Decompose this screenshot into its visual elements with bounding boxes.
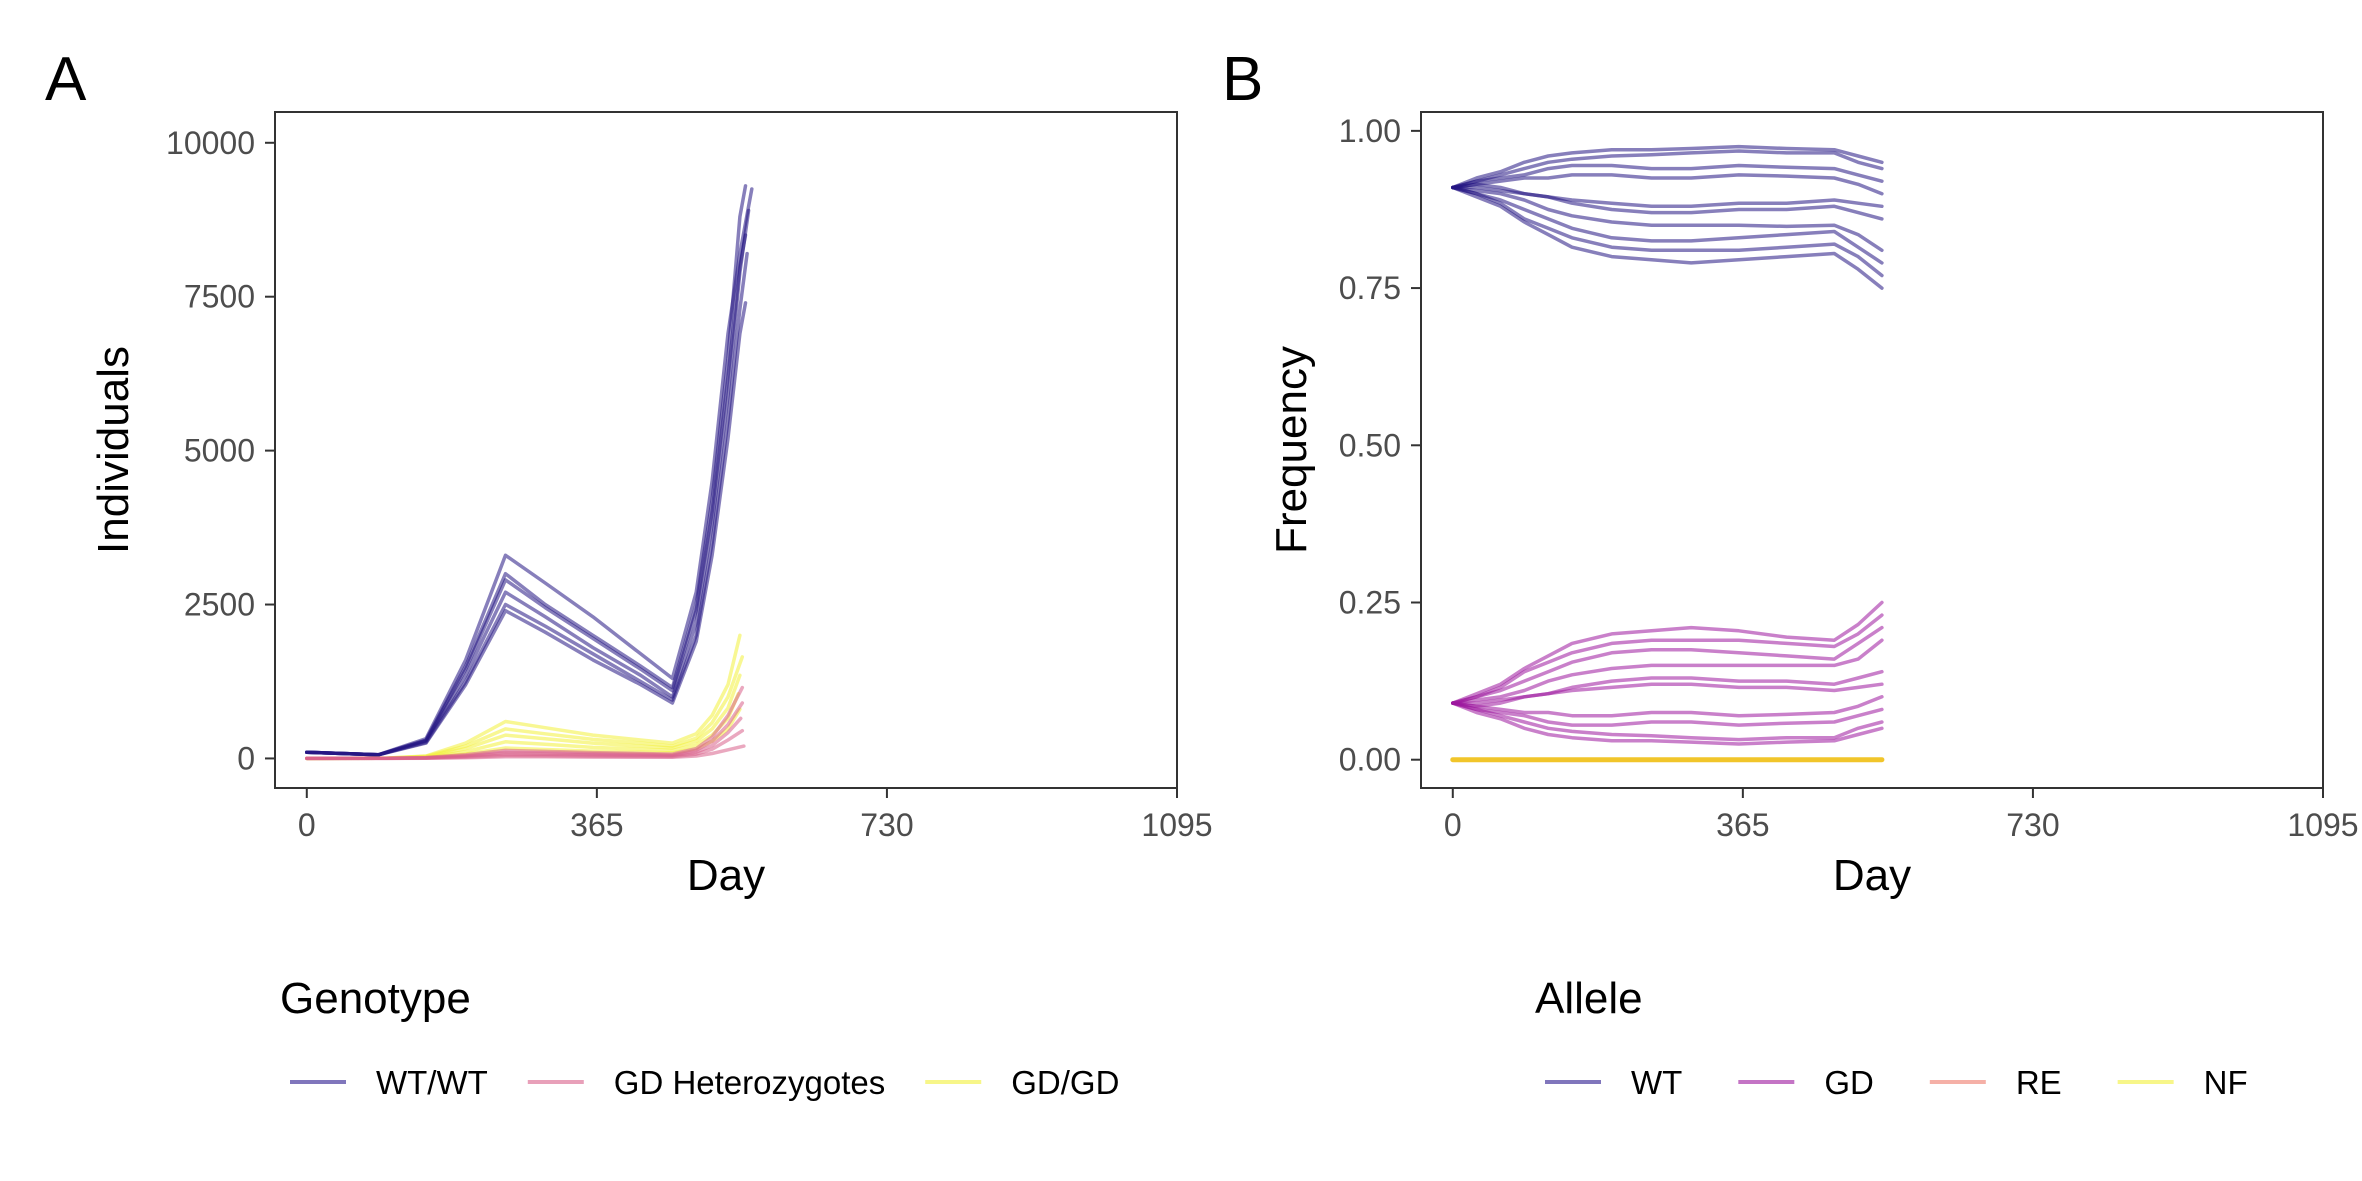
panel-a-y-tick-label: 10000: [166, 125, 255, 161]
panel-b-series-line-wt-9: [1451, 185, 1884, 290]
panel-a-series: [305, 184, 754, 761]
panel-a-y-tick-label: 7500: [184, 279, 255, 315]
panel-a-x-tick-label: 1095: [1141, 807, 1212, 843]
panel-b-series-line-gd-18: [1451, 613, 1884, 705]
panel-b-series-line-gd-12: [1451, 701, 1884, 727]
panel-b-y-axis: 0.00 0.25 0.50 0.75 1.00: [1339, 113, 1421, 778]
legend-label-gd: GD: [1824, 1064, 1874, 1101]
panel-b-series-line-wt-3: [1451, 173, 1884, 196]
panel-b-y-tick-label: 1.00: [1339, 113, 1401, 149]
panel-a-series-line-wt-wt-5: [305, 233, 748, 757]
panel-b-series-line-wt-0: [1451, 144, 1884, 190]
legend-label-wt: WT: [1631, 1064, 1682, 1101]
legend-label-gd-heterozygotes: GD Heterozygotes: [614, 1064, 885, 1101]
panel-b-series-line-gd-11: [1451, 701, 1884, 742]
panel-b-series-line-wt-4: [1451, 182, 1884, 209]
panel-a: A 0 365 730 1095 0 2500 5000 7500 10000 Day Ind…: [45, 45, 1213, 1101]
panel-b-series-line-wt-5: [1451, 185, 1884, 221]
panel-b-series-line-gd-16: [1451, 638, 1884, 705]
panel-b-series-line-wt-2: [1451, 163, 1884, 190]
legend-label-wt-wt: WT/WT: [376, 1064, 488, 1101]
panel-b-y-tick-label: 0.25: [1339, 584, 1401, 620]
panel-b-x-tick-label: 730: [2006, 807, 2059, 843]
panel-b-y-tick-label: 0.75: [1339, 270, 1401, 306]
panel-b-x-axis-title: Day: [1833, 851, 1911, 900]
panel-b-y-tick-label: 0.50: [1339, 427, 1401, 463]
panel-b-y-tick-label: 0.00: [1339, 742, 1401, 778]
panel-a-label: A: [45, 45, 87, 114]
panel-a-series-line-wt-wt-4: [305, 301, 748, 757]
allele-legend: WT GD RE NF: [1545, 1064, 2248, 1101]
panel-b-series-line-gd-19: [1451, 600, 1884, 705]
panel-a-y-axis-title: Individuals: [89, 346, 138, 554]
panel-b-x-tick-label: 0: [1444, 807, 1462, 843]
legend-label-re: RE: [2016, 1064, 2062, 1101]
panel-b-series: [1450, 144, 1885, 763]
panel-b-series-line-wt-8: [1451, 185, 1884, 278]
panel-b-series-line-wt-6: [1451, 185, 1884, 253]
panel-b-series-line-wt-1: [1451, 149, 1884, 190]
panel-b-x-tick-label: 365: [1716, 807, 1769, 843]
panel-b-label: B: [1222, 45, 1263, 114]
panel-a-series-line-gd-heterozygotes-15: [305, 744, 746, 761]
panel-a-x-tick-label: 0: [298, 807, 316, 843]
panel-a-x-axis: 0 365 730 1095: [298, 788, 1213, 843]
panel-b-series-line-gd-13: [1451, 695, 1884, 718]
panel-b-y-axis-title: Frequency: [1267, 346, 1316, 554]
panel-b-series-line-gd-15: [1451, 669, 1884, 705]
panel-a-y-tick-label: 5000: [184, 433, 255, 469]
genotype-legend: WT/WT GD Heterozygotes GD/GD: [290, 1064, 1119, 1101]
panel-a-x-axis-title: Day: [687, 851, 765, 900]
panel-a-y-tick-label: 2500: [184, 587, 255, 623]
panel-a-y-axis: 0 2500 5000 7500 10000: [166, 125, 275, 776]
panel-b-series-line-wt-7: [1451, 185, 1884, 265]
panel-a-y-tick-label: 0: [237, 740, 255, 776]
panel-b-x-tick-label: 1095: [2287, 807, 2358, 843]
panel-b-series-line-gd-14: [1451, 682, 1884, 709]
panel-b-x-axis: 0 365 730 1095: [1444, 788, 2359, 843]
legend-label-gd-gd: GD/GD: [1011, 1064, 1119, 1101]
panel-b: B 0 365 730 1095 0.00 0.25 0.50 0.75 1.00 Day F…: [1222, 45, 2359, 1101]
panel-b-series-line-gd-10: [1451, 701, 1884, 746]
panel-b-plot-frame: [1420, 111, 2324, 789]
genotype-legend-title: Genotype: [280, 974, 471, 1023]
panel-a-x-tick-label: 365: [570, 807, 623, 843]
legend-label-nf: NF: [2204, 1064, 2248, 1101]
allele-legend-title: Allele: [1535, 974, 1643, 1023]
panel-a-x-tick-label: 730: [860, 807, 913, 843]
panel-b-series-line-gd-17: [1451, 625, 1884, 705]
